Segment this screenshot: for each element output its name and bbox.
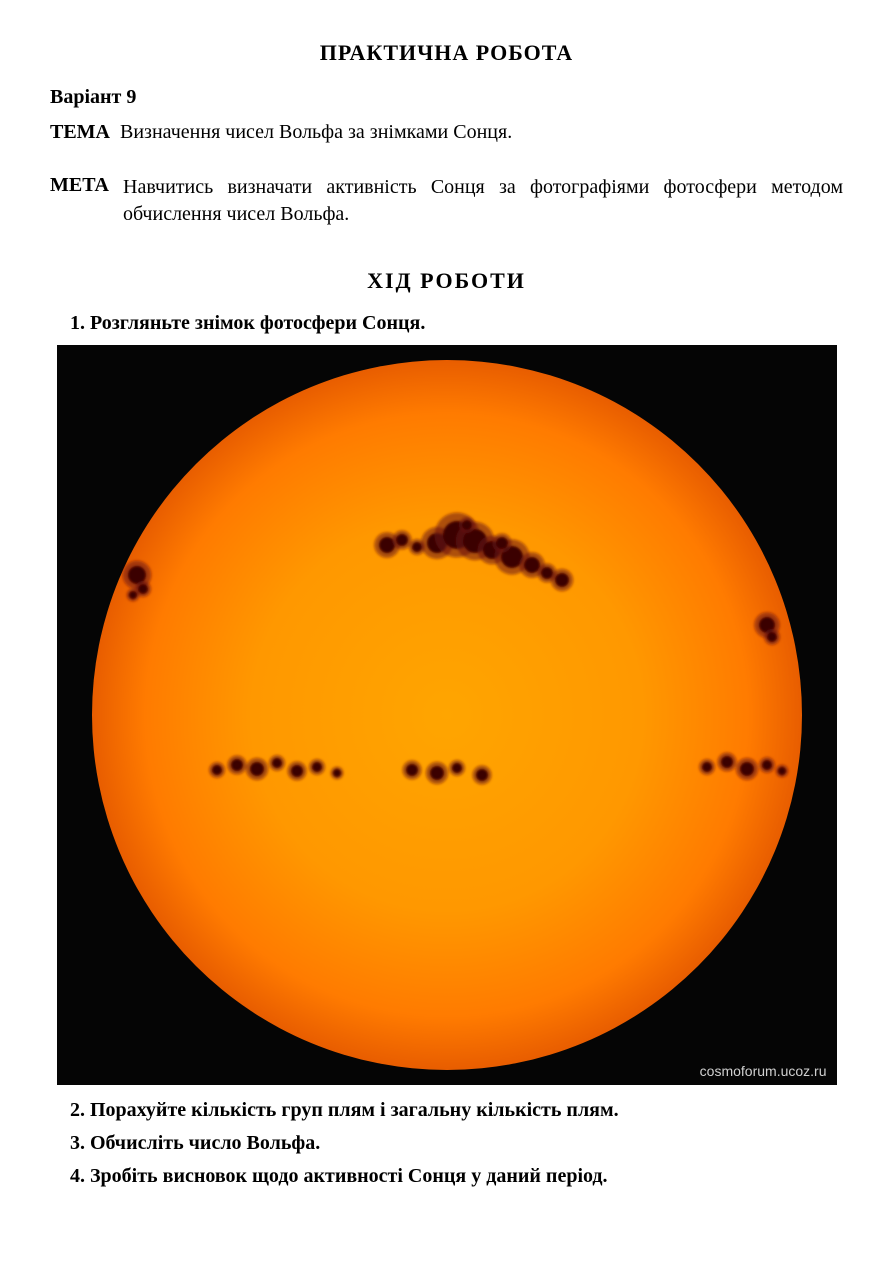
variant-label: Варіант 9 (50, 86, 843, 109)
sun-disk (92, 360, 802, 1070)
step-2: 2. Порахуйте кількість груп плям і загал… (50, 1099, 843, 1122)
meta-label: МЕТА (50, 174, 109, 197)
meta-text: Навчитись визначати активність Сонця за … (123, 174, 843, 228)
tema-row: ТЕМА Визначення чисел Вольфа за знімками… (50, 121, 843, 144)
sun-svg (57, 345, 837, 1085)
step-1: 1. Розгляньте знімок фотосфери Сонця. (50, 312, 843, 335)
page-title: ПРАКТИЧНА РОБОТА (50, 40, 843, 66)
sun-image-container: cosmoforum.ucoz.ru (57, 345, 837, 1085)
section-title: ХІД РОБОТИ (50, 268, 843, 294)
step-3: 3. Обчисліть число Вольфа. (50, 1132, 843, 1155)
watermark-text: cosmoforum.ucoz.ru (700, 1063, 827, 1079)
meta-row: МЕТА Навчитись визначати активність Сонц… (50, 174, 843, 228)
step-4: 4. Зробіть висновок щодо активності Сонц… (50, 1165, 843, 1188)
tema-text: Визначення чисел Вольфа за знімками Сонц… (120, 121, 512, 144)
tema-label: ТЕМА (50, 121, 110, 144)
